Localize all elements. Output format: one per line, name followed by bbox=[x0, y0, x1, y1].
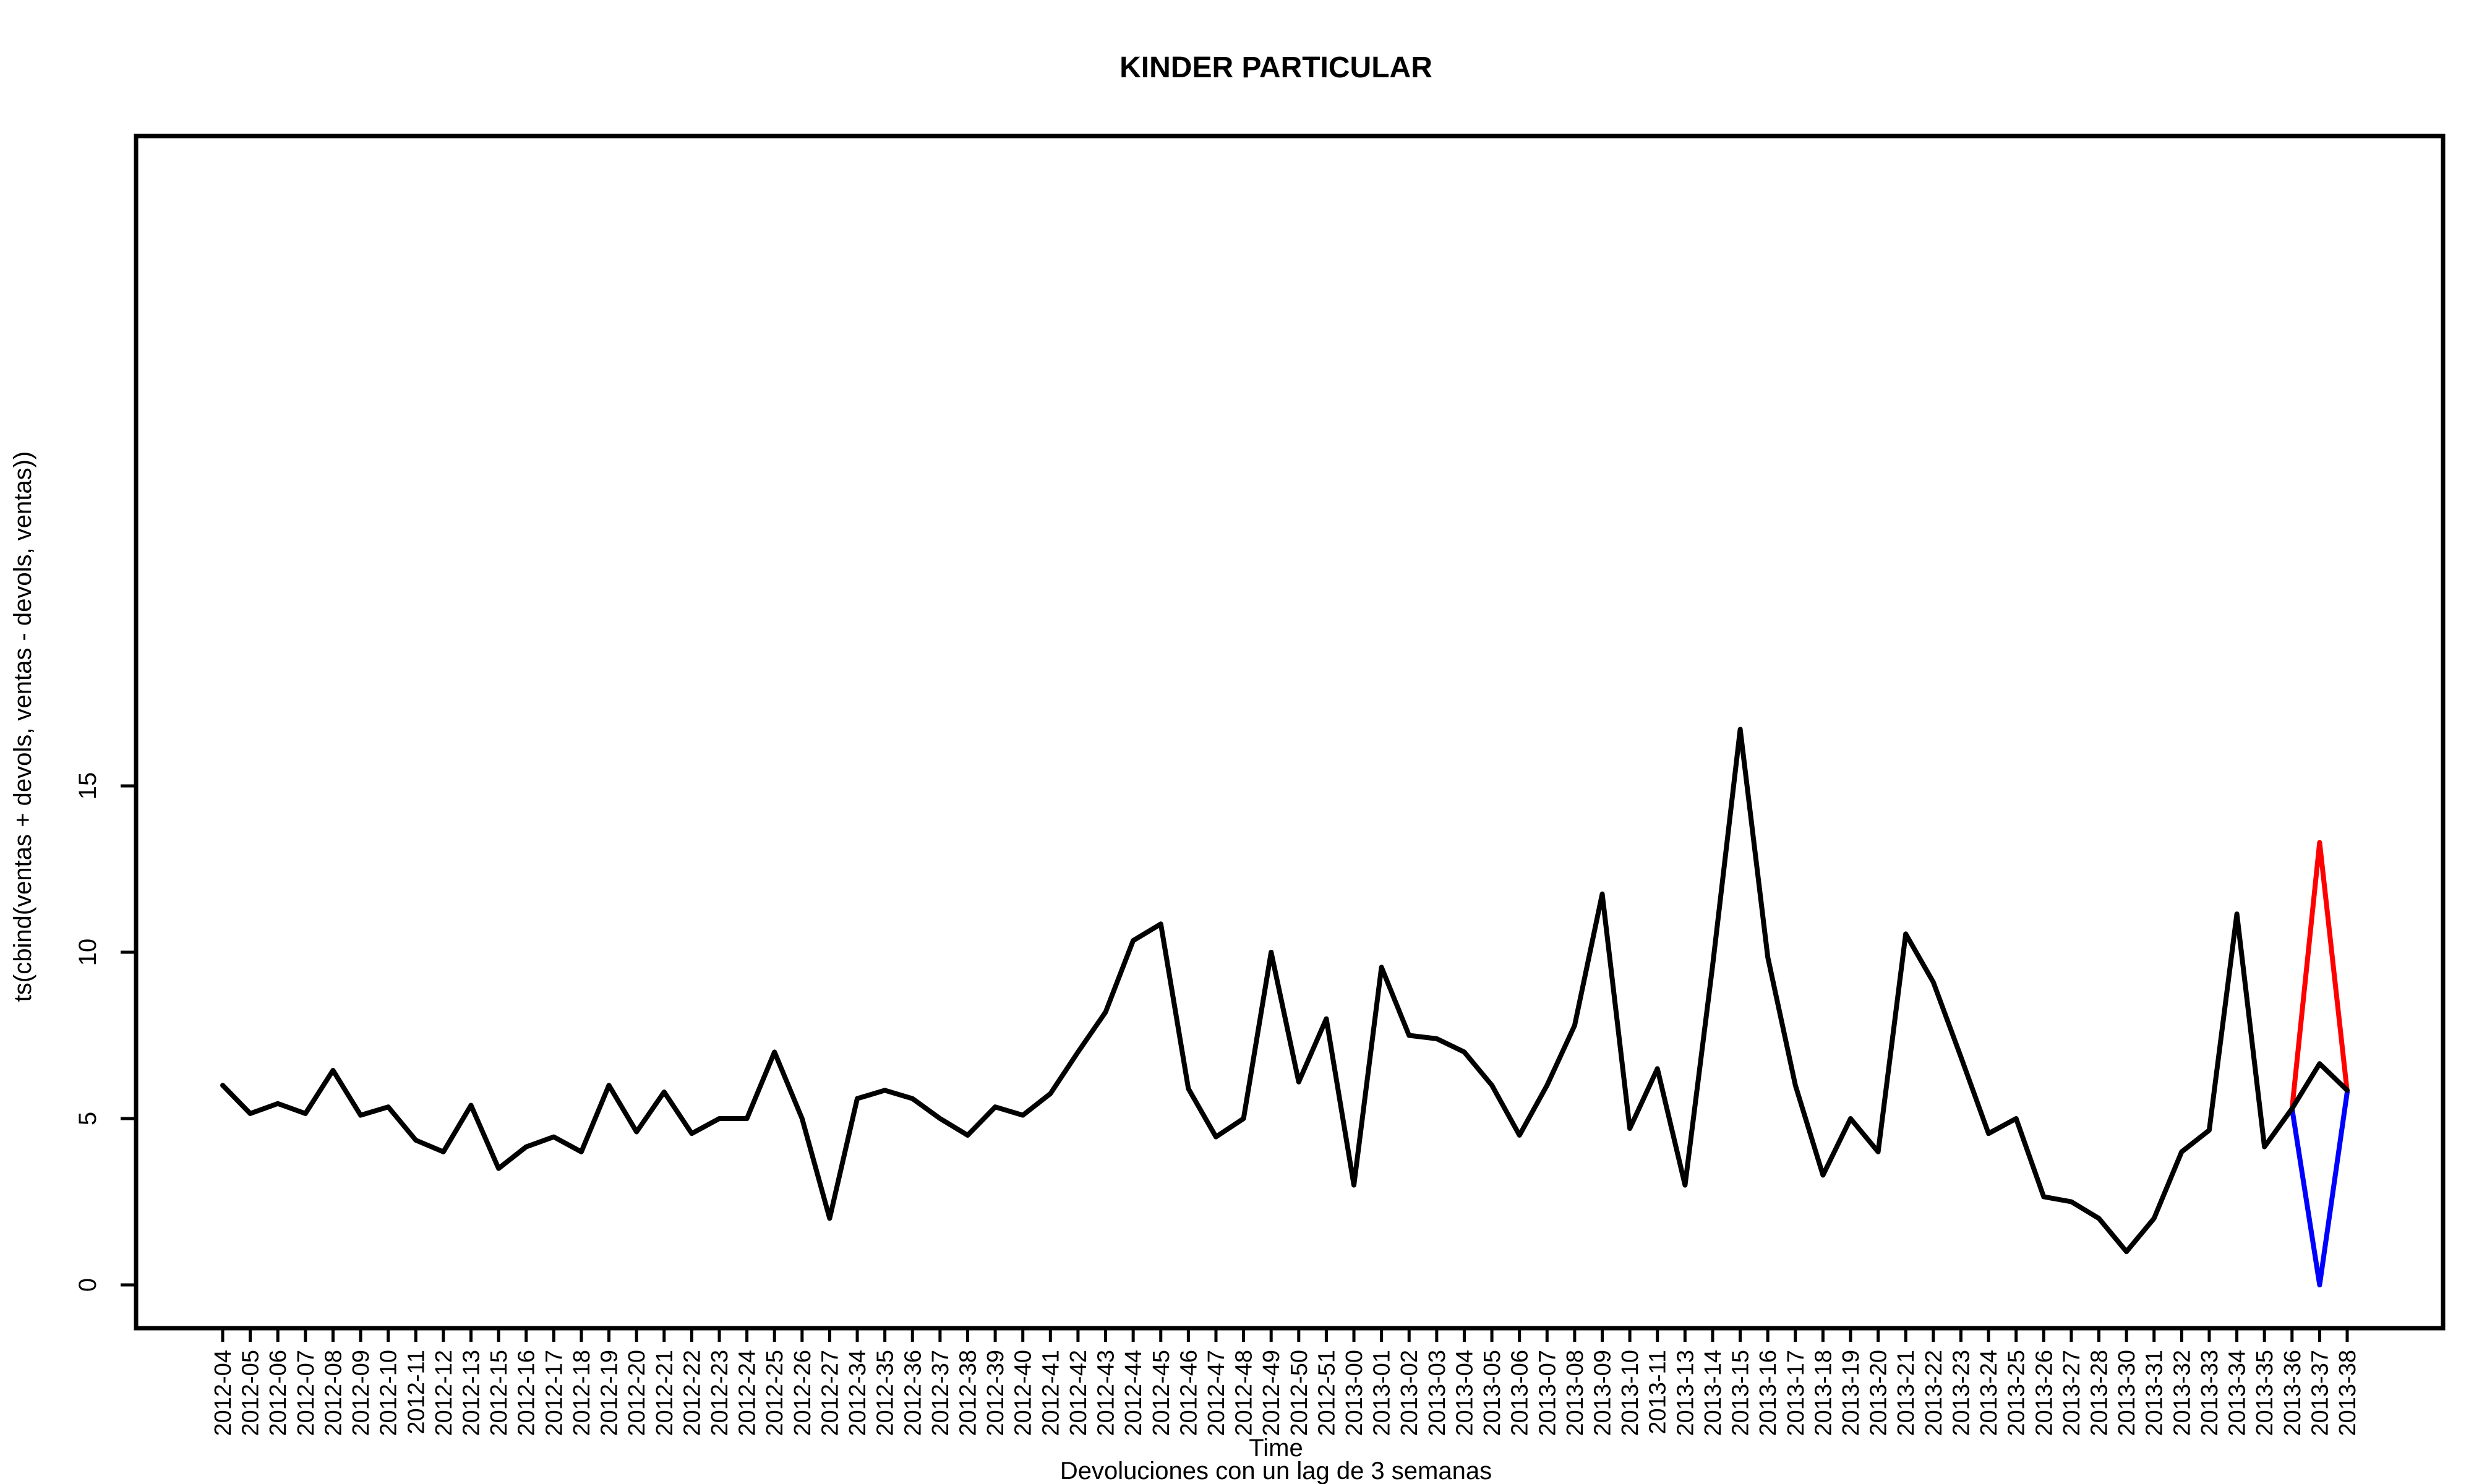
x-tick-label: 2012-15 bbox=[486, 1350, 512, 1436]
x-tick-label: 2013-27 bbox=[2059, 1350, 2085, 1436]
series-line-2 bbox=[2289, 1090, 2350, 1287]
x-tick-label: 2013-36 bbox=[2280, 1350, 2306, 1436]
x-tick-label: 2012-16 bbox=[514, 1350, 540, 1436]
x-tick-label: 2012-49 bbox=[1259, 1350, 1285, 1436]
x-tick-label: 2012-38 bbox=[955, 1350, 981, 1436]
x-tick-label: 2013-22 bbox=[1921, 1350, 1947, 1436]
x-tick-label: 2012-10 bbox=[376, 1350, 402, 1436]
x-tick-label: 2012-45 bbox=[1149, 1350, 1175, 1436]
x-tick-label: 2012-05 bbox=[238, 1350, 264, 1436]
x-tick-label: 2012-13 bbox=[458, 1350, 484, 1436]
x-tick-label: 2012-43 bbox=[1094, 1350, 1119, 1436]
x-tick-label: 2013-13 bbox=[1672, 1350, 1698, 1436]
x-tick-label: 2012-25 bbox=[762, 1350, 788, 1436]
x-tick-label: 2012-51 bbox=[1314, 1350, 1340, 1436]
x-tick-label: 2012-08 bbox=[320, 1350, 346, 1436]
x-tick-label: 2013-00 bbox=[1342, 1350, 1368, 1436]
y-tick-label: 15 bbox=[74, 772, 101, 800]
x-tick-label: 2013-07 bbox=[1534, 1350, 1560, 1436]
x-tick-label: 2013-26 bbox=[2031, 1350, 2057, 1436]
x-tick-label: 2012-35 bbox=[873, 1350, 899, 1436]
series-line-3 bbox=[220, 727, 2350, 1255]
plot-frame bbox=[134, 134, 2446, 1331]
x-tick-label: 2013-10 bbox=[1617, 1350, 1643, 1436]
x-tick-label: 2012-39 bbox=[983, 1350, 1009, 1436]
x-tick-label: 2012-37 bbox=[928, 1350, 954, 1436]
x-tick-label: 2013-01 bbox=[1369, 1350, 1395, 1436]
x-tick-label: 2012-42 bbox=[1066, 1350, 1092, 1436]
x-axis-label: Time bbox=[1249, 1435, 1303, 1462]
x-tick-label: 2012-18 bbox=[569, 1350, 595, 1436]
x-tick-label: 2012-20 bbox=[624, 1350, 650, 1436]
x-tick-label: 2013-09 bbox=[1590, 1350, 1616, 1436]
x-tick-label: 2013-15 bbox=[1728, 1350, 1754, 1436]
x-tick-label: 2013-25 bbox=[2004, 1350, 2030, 1436]
chart-subtitle: Devoluciones con un lag de 3 semanas bbox=[1060, 1457, 1492, 1484]
x-tick-label: 2012-06 bbox=[265, 1350, 291, 1436]
x-tick-label: 2013-31 bbox=[2142, 1350, 2168, 1436]
x-tick-label: 2013-06 bbox=[1507, 1350, 1533, 1436]
y-tick-label: 10 bbox=[74, 939, 101, 966]
x-axis: 2012-04 2012-05 2012-06 2012-07 2012-08 2012-… bbox=[210, 1326, 2361, 1436]
x-tick-label: 2013-24 bbox=[1976, 1350, 2002, 1436]
x-tick-label: 2012-34 bbox=[845, 1350, 871, 1436]
x-tick-label: 2012-44 bbox=[1121, 1350, 1147, 1436]
x-tick-label: 2013-33 bbox=[2197, 1350, 2223, 1436]
x-tick-label: 2012-27 bbox=[817, 1350, 843, 1436]
x-tick-label: 2012-12 bbox=[431, 1350, 457, 1436]
x-tick-label: 2012-48 bbox=[1231, 1350, 1257, 1436]
y-axis: 0 5 10 15 bbox=[74, 772, 138, 1292]
x-tick-label: 2013-38 bbox=[2335, 1350, 2361, 1436]
chart-title: KINDER PARTICULAR bbox=[1119, 51, 1432, 84]
x-tick-label: 2013-11 bbox=[1645, 1350, 1671, 1435]
x-tick-label: 2012-46 bbox=[1176, 1350, 1202, 1436]
x-tick-label: 2012-24 bbox=[735, 1350, 761, 1436]
x-tick-label: 2013-08 bbox=[1562, 1350, 1588, 1436]
x-tick-label: 2012-40 bbox=[1011, 1350, 1037, 1436]
x-tick-label: 2012-23 bbox=[707, 1350, 733, 1436]
x-tick-label: 2013-20 bbox=[1866, 1350, 1892, 1436]
x-tick-label: 2012-11 bbox=[403, 1350, 429, 1435]
x-tick-label: 2013-17 bbox=[1783, 1350, 1809, 1436]
x-tick-label: 2013-14 bbox=[1700, 1350, 1726, 1436]
x-tick-label: 2013-05 bbox=[1479, 1350, 1505, 1436]
x-tick-label: 2012-41 bbox=[1038, 1350, 1064, 1436]
x-tick-label: 2013-21 bbox=[1893, 1350, 1919, 1436]
x-tick-label: 2012-19 bbox=[597, 1350, 623, 1436]
series-layer bbox=[220, 727, 2350, 1287]
x-tick-label: 2013-16 bbox=[1755, 1350, 1781, 1436]
x-tick-label: 2013-28 bbox=[2087, 1350, 2113, 1436]
x-tick-label: 2012-47 bbox=[1204, 1350, 1230, 1436]
x-tick-label: 2013-32 bbox=[2169, 1350, 2195, 1436]
x-tick-label: 2013-04 bbox=[1452, 1350, 1478, 1436]
x-tick-label: 2012-07 bbox=[293, 1350, 319, 1436]
x-tick-label: 2013-35 bbox=[2252, 1350, 2278, 1436]
x-tick-label: 2013-30 bbox=[2114, 1350, 2140, 1436]
x-tick-label: 2012-21 bbox=[652, 1350, 678, 1436]
x-tick-label: 2013-37 bbox=[2307, 1350, 2333, 1436]
y-tick-label: 0 bbox=[74, 1278, 101, 1292]
x-tick-label: 2012-17 bbox=[541, 1350, 567, 1436]
x-tick-label: 2013-34 bbox=[2225, 1350, 2251, 1436]
x-tick-label: 2013-19 bbox=[1838, 1350, 1864, 1436]
x-tick-label: 2013-23 bbox=[1948, 1350, 1974, 1436]
x-tick-label: 2013-03 bbox=[1424, 1350, 1450, 1436]
x-tick-label: 2012-09 bbox=[348, 1350, 374, 1436]
x-tick-label: 2013-18 bbox=[1810, 1350, 1836, 1436]
x-tick-label: 2012-26 bbox=[790, 1350, 816, 1436]
x-tick-label: 2012-36 bbox=[900, 1350, 926, 1436]
series-line-1 bbox=[2289, 840, 2350, 1111]
x-tick-label: 2013-02 bbox=[1397, 1350, 1423, 1436]
x-tick-label: 2012-04 bbox=[210, 1350, 236, 1436]
x-tick-label: 2012-22 bbox=[679, 1350, 705, 1436]
y-axis-label: ts(cbind(ventas + devols, ventas - devol… bbox=[9, 451, 36, 1002]
y-tick-label: 5 bbox=[74, 1112, 101, 1125]
x-tick-label: 2012-50 bbox=[1286, 1350, 1312, 1436]
